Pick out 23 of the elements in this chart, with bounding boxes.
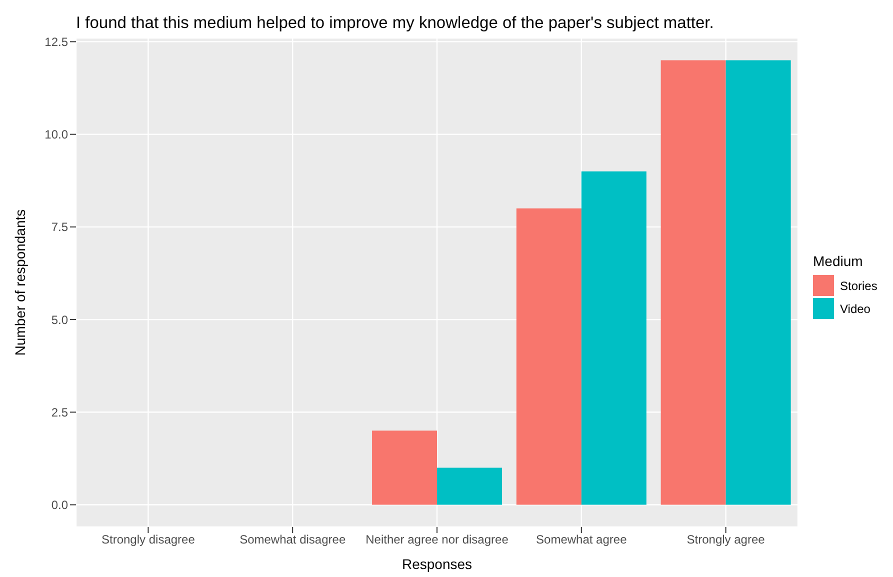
bar bbox=[660, 60, 726, 505]
x-tick-label: Strongly agree bbox=[686, 532, 766, 547]
y-axis-title: Number of respondants bbox=[12, 209, 28, 356]
legend-label: Video bbox=[840, 302, 870, 316]
bar bbox=[581, 171, 646, 505]
x-axis-title: Responses bbox=[402, 556, 472, 572]
bar bbox=[437, 468, 502, 505]
legend-label: Stories bbox=[840, 278, 878, 292]
chart-title: I found that this medium helped to improve my knowledge of the paper's subject matter. bbox=[76, 14, 714, 33]
y-tick-label: 10.0 bbox=[44, 128, 68, 142]
bar bbox=[372, 430, 438, 505]
x-tick-label: Neither agree nor disagree bbox=[366, 532, 509, 547]
y-tick-label: 5.0 bbox=[51, 312, 68, 327]
x-tick-label: Strongly disagree bbox=[102, 532, 196, 547]
y-tick-label: 2.5 bbox=[51, 405, 68, 420]
legend-title: Medium bbox=[813, 253, 864, 269]
bar bbox=[726, 60, 791, 505]
x-tick-label: Somewhat disagree bbox=[240, 532, 346, 547]
y-tick-label: 7.5 bbox=[51, 220, 68, 234]
y-tick-label: 12.5 bbox=[44, 34, 68, 49]
x-tick-label: Somewhat agree bbox=[536, 532, 628, 547]
y-tick-label: 0.0 bbox=[51, 498, 68, 512]
bar bbox=[516, 208, 582, 505]
